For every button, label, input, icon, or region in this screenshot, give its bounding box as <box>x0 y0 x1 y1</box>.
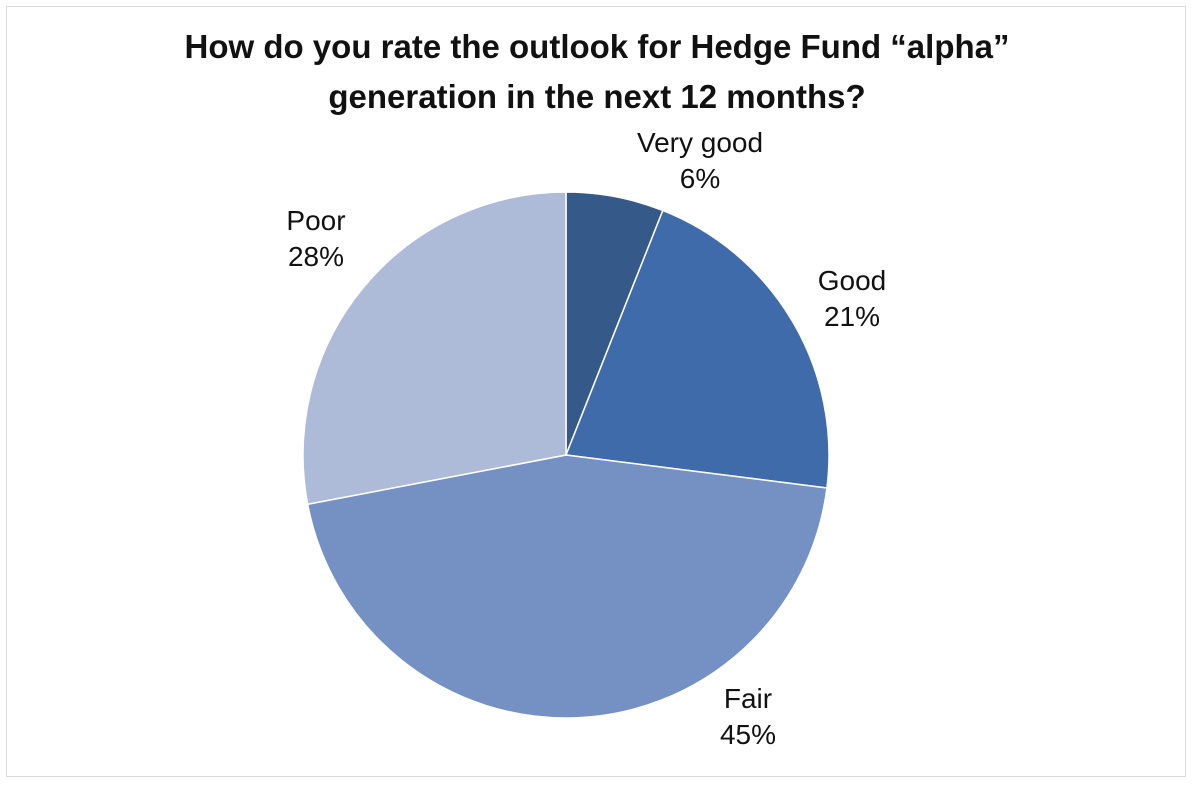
pie-slice-fair <box>306 454 828 719</box>
chart-title-line-1: How do you rate the outlook for Hedge Fu… <box>184 28 1010 65</box>
slice-label-good: Good <box>818 265 887 296</box>
slice-label-fair: Fair <box>724 683 772 714</box>
slice-label-very-good: Very good <box>637 127 763 158</box>
slice-value-fair: 45% <box>720 719 776 750</box>
slice-value-good: 21% <box>824 301 880 332</box>
chart-title: How do you rate the outlook for Hedge Fu… <box>0 22 1194 122</box>
slice-label-poor: Poor <box>286 205 345 236</box>
pie-slice-poor <box>302 191 567 506</box>
slice-value-poor: 28% <box>288 241 344 272</box>
chart-title-line-2: generation in the next 12 months? <box>328 78 866 115</box>
pie-slice-good <box>564 209 830 489</box>
slice-value-very-good: 6% <box>680 163 720 194</box>
